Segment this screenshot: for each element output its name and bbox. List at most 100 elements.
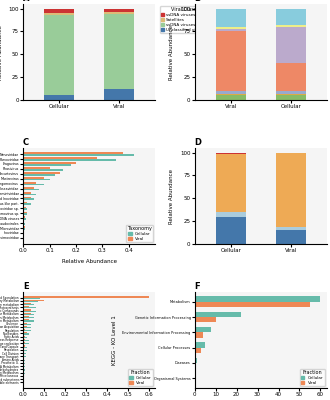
Bar [23,330,31,331]
Bar [23,373,25,374]
Bar [23,317,34,318]
Bar [23,203,31,205]
Bar [23,352,24,353]
Legend: Cellular, Viral: Cellular, Viral [128,369,153,386]
Bar [23,337,27,338]
Bar [195,327,212,332]
Bar [23,216,25,218]
Text: F: F [195,282,200,291]
Legend: Cellular, Viral: Cellular, Viral [300,369,325,386]
Bar [23,238,24,240]
Bar [195,363,196,368]
Bar [23,346,27,348]
Bar [23,174,55,176]
Bar [216,216,246,244]
Bar [44,13,74,15]
Bar [23,336,25,337]
Bar [216,96,246,100]
Bar [276,27,306,64]
Bar [276,230,306,244]
Bar [195,332,203,338]
Bar [216,29,246,32]
Bar [23,319,29,320]
Bar [23,212,27,213]
Bar [23,329,25,330]
Bar [23,327,31,328]
Legend: ssDNA viruses, no RNA stage, Satellites, ssDNA viruses, Unclassified viruses: ssDNA viruses, no RNA stage, Satellites,… [160,6,227,33]
Bar [23,339,25,340]
Text: C: C [23,138,29,147]
Bar [23,189,39,190]
Bar [44,8,74,13]
Bar [23,159,116,161]
Bar [23,358,24,360]
Bar [23,356,26,358]
Bar [23,198,34,200]
Bar [276,152,306,154]
Bar [216,212,246,216]
Bar [23,316,29,317]
Bar [195,358,197,363]
Bar [23,162,76,164]
Bar [104,89,134,100]
Bar [23,298,40,299]
Bar [23,334,29,335]
Text: B: B [195,0,201,3]
Bar [23,202,27,203]
Bar [195,302,310,307]
Bar [216,91,246,94]
Bar [23,187,34,189]
Bar [23,233,24,235]
Bar [276,8,306,25]
Bar [23,236,24,238]
Bar [23,362,24,363]
Bar [23,169,63,171]
Bar [276,96,306,100]
Bar [23,223,25,225]
Bar [276,64,306,91]
Text: D: D [195,138,202,147]
Bar [104,12,134,14]
Bar [23,382,24,384]
X-axis label: Relative Abundance: Relative Abundance [62,259,116,264]
Y-axis label: Relative Abundance: Relative Abundance [170,24,175,80]
Bar [23,157,97,159]
Bar [23,207,26,208]
Bar [23,310,36,312]
Bar [23,182,36,184]
Bar [23,306,29,307]
Bar [23,218,26,220]
Bar [23,345,25,346]
Bar [23,324,31,325]
Bar [23,164,71,166]
Bar [195,312,241,317]
Bar [195,342,205,348]
Bar [23,376,24,377]
Bar [276,94,306,96]
Bar [23,349,24,350]
Bar [276,227,306,230]
Bar [23,307,36,308]
Bar [23,154,134,156]
Bar [23,179,50,180]
Bar [23,314,34,315]
Bar [23,340,29,341]
Bar [23,208,27,210]
Bar [23,184,44,185]
Bar [216,8,246,27]
Bar [23,301,38,302]
Bar [23,172,60,174]
Bar [216,27,246,29]
Bar [44,96,74,100]
Legend: Cellular, Viral: Cellular, Viral [126,225,153,242]
Bar [276,91,306,94]
Bar [44,15,74,96]
Bar [23,313,31,314]
Bar [23,353,26,354]
Text: A: A [23,0,30,3]
Bar [104,14,134,89]
Bar [23,379,24,380]
Bar [195,348,201,353]
Bar [23,167,50,169]
Bar [23,366,25,367]
